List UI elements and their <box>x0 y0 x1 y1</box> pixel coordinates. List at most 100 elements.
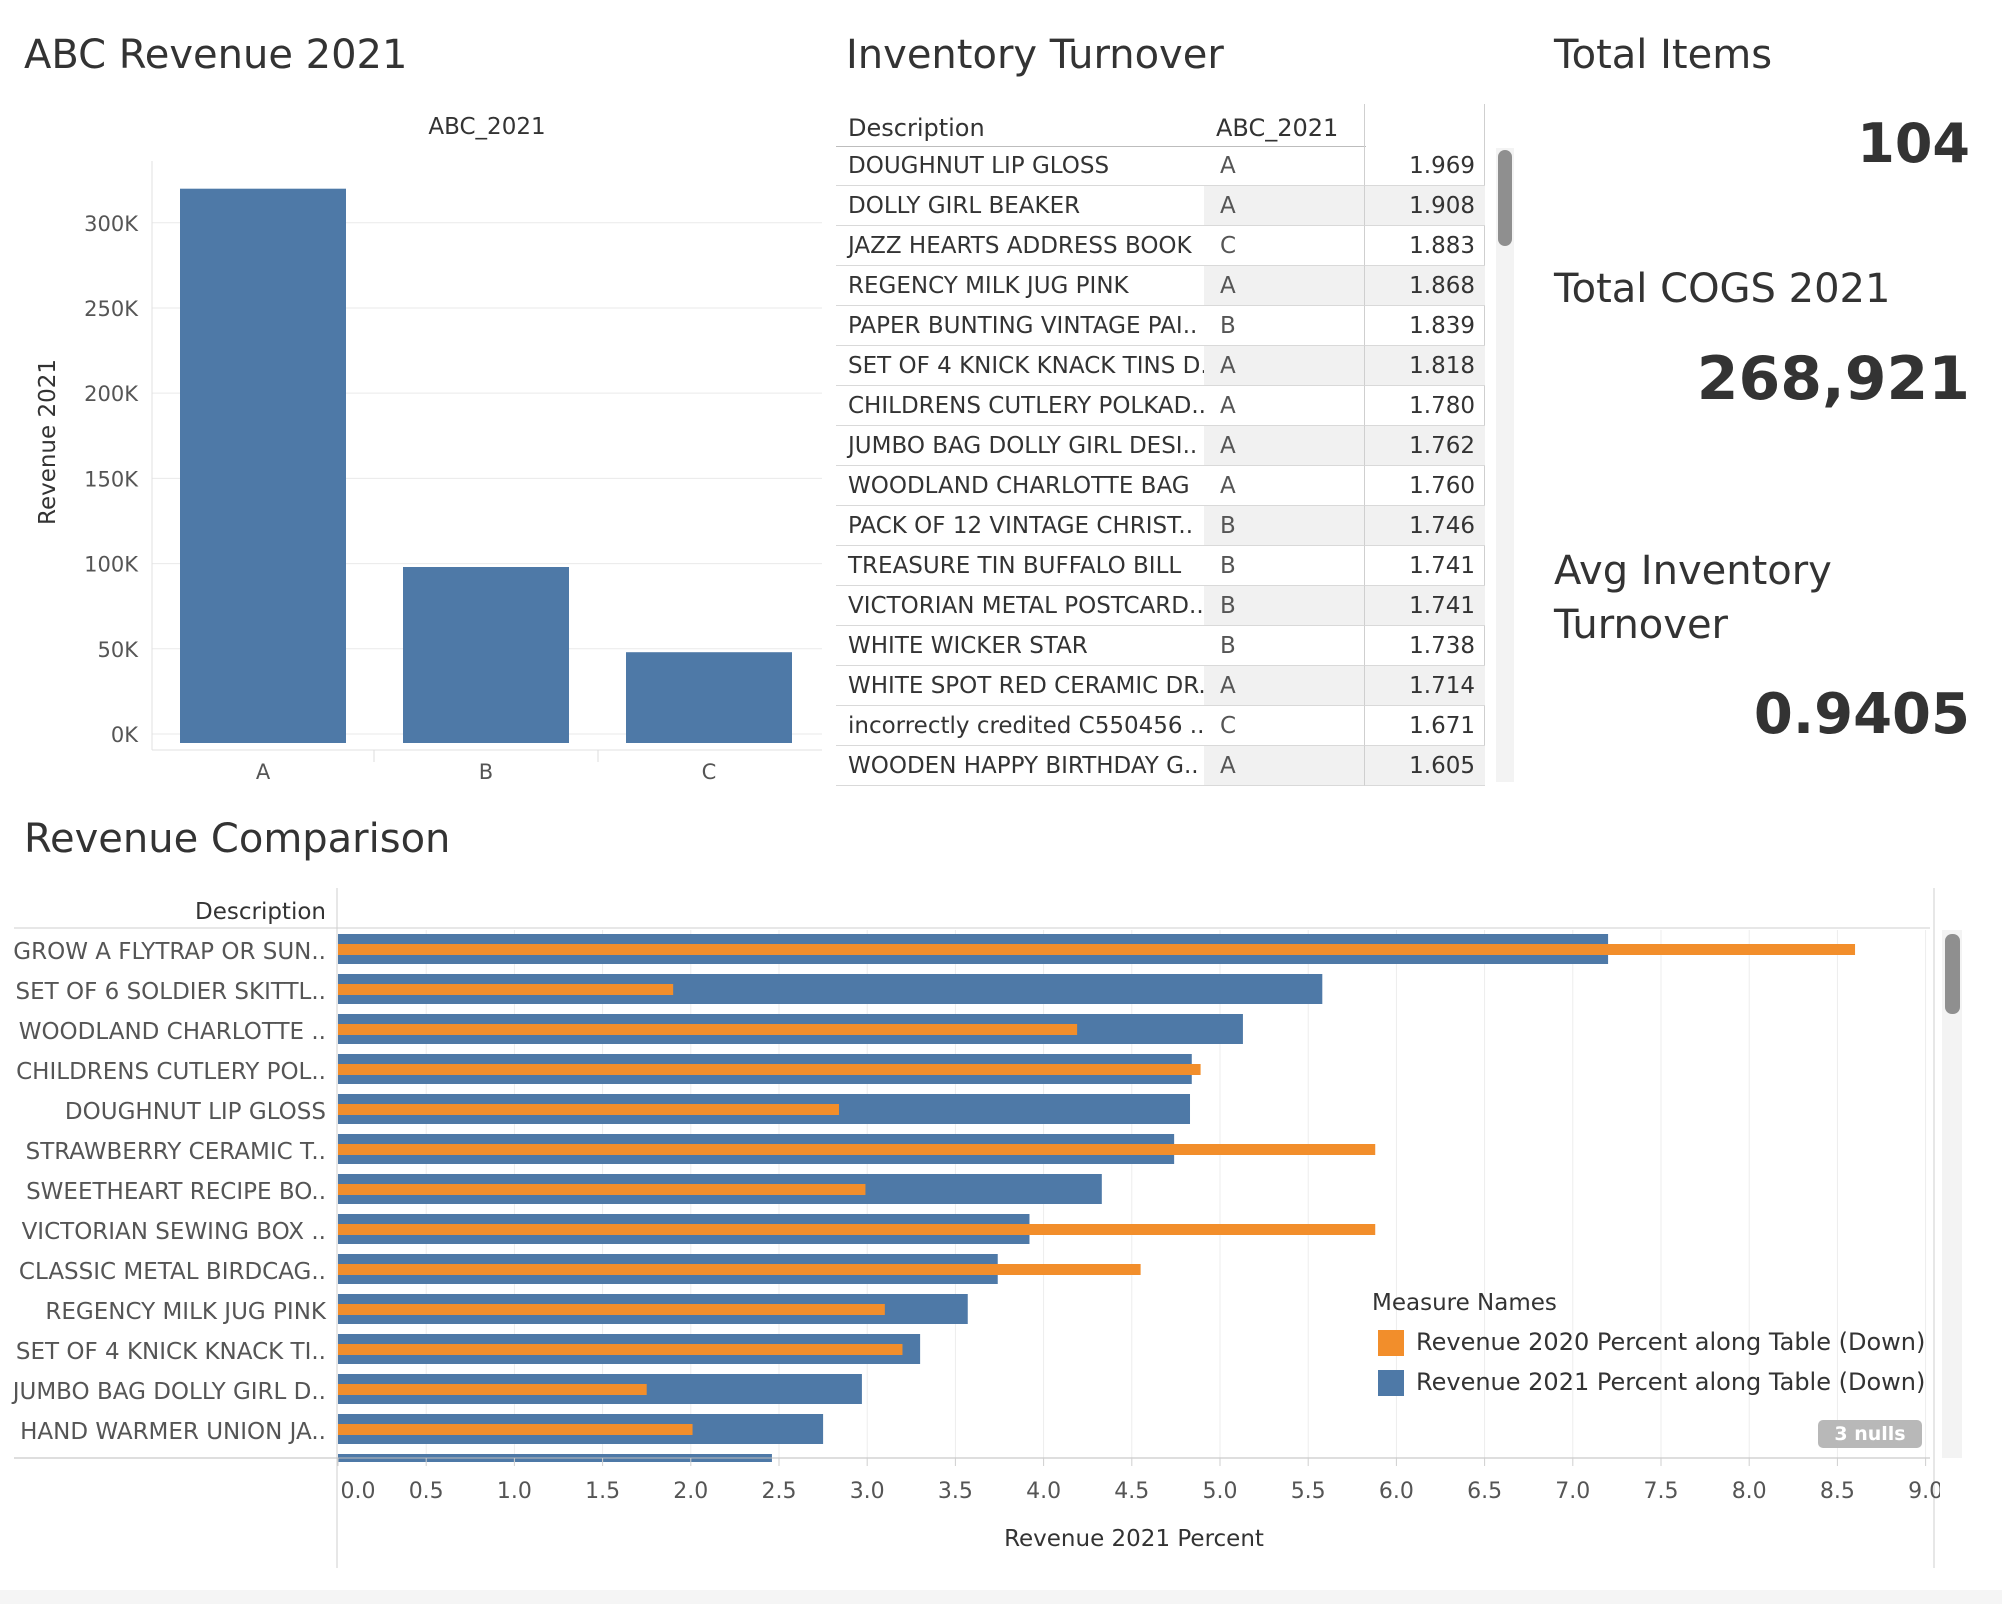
turnover-text: 1.741 <box>1409 593 1475 619</box>
description-text: JAZZ HEARTS ADDRESS BOOK <box>848 233 1192 259</box>
x-tick-label: 9.0 <box>1908 1479 1940 1504</box>
abc-text: A <box>1220 753 1236 779</box>
table-row[interactable]: DOUGHNUT LIP GLOSS A 1.969 <box>836 146 1485 186</box>
table-row[interactable]: JAZZ HEARTS ADDRESS BOOK C 1.883 <box>836 226 1485 266</box>
legend-item-2021[interactable]: Revenue 2021 Percent along Table (Down) <box>1416 1368 1926 1396</box>
inventory-scrollbar-track[interactable] <box>1496 148 1514 782</box>
cell-turnover: 1.839 <box>1364 306 1485 346</box>
table-row[interactable]: WHITE SPOT RED CERAMIC DR.. A 1.714 <box>836 666 1485 706</box>
chart-column-header: ABC_2021 <box>428 114 545 140</box>
table-row[interactable]: CHILDRENS CUTLERY POLKAD.. A 1.780 <box>836 386 1485 426</box>
revenue-comparison-chart: Description GROW A FLYTRAP OR SUN.. SET OF… <box>11 888 1940 1568</box>
y-tick-label: 100K <box>84 553 139 577</box>
cell-turnover: 1.738 <box>1364 626 1485 666</box>
row-label: REGENCY MILK JUG PINK <box>45 1299 327 1325</box>
table-row[interactable]: VICTORIAN METAL POSTCARD.. B 1.741 <box>836 586 1485 626</box>
avg-turnover-title-line2: Turnover <box>1554 602 1729 648</box>
cell-description: WOODEN HAPPY BIRTHDAY G.. <box>836 746 1204 786</box>
description-text: JUMBO BAG DOLLY GIRL DESI.. <box>848 433 1198 459</box>
turnover-text: 1.741 <box>1409 553 1475 579</box>
x-tick-label: 6.5 <box>1467 1479 1502 1504</box>
table-row[interactable]: WOODLAND CHARLOTTE BAG A 1.760 <box>836 466 1485 506</box>
row-label: DOUGHNUT LIP GLOSS <box>65 1099 326 1125</box>
table-row[interactable]: DOLLY GIRL BEAKER A 1.908 <box>836 186 1485 226</box>
table-row[interactable]: SET OF 4 KNICK KNACK TINS D.. A 1.818 <box>836 346 1485 386</box>
legend-item-2020[interactable]: Revenue 2020 Percent along Table (Down) <box>1416 1328 1926 1356</box>
row-header: Description <box>195 899 326 925</box>
cell-turnover: 1.762 <box>1364 426 1485 466</box>
cell-description: WOODLAND CHARLOTTE BAG <box>836 466 1204 506</box>
table-row[interactable]: PAPER BUNTING VINTAGE PAI.. B 1.839 <box>836 306 1485 346</box>
abc-text: B <box>1220 553 1236 579</box>
description-text: incorrectly credited C550456 .. <box>848 713 1205 739</box>
turnover-text: 1.671 <box>1409 713 1475 739</box>
x-tick-label: 1.0 <box>497 1479 532 1504</box>
bar-2020 <box>338 944 1856 955</box>
cell-abc: A <box>1204 186 1364 226</box>
header-divider <box>1364 104 1365 146</box>
revenue-comparison-title: Revenue Comparison <box>24 816 451 862</box>
description-text: TREASURE TIN BUFFALO BILL <box>848 553 1182 579</box>
description-text: WHITE SPOT RED CERAMIC DR.. <box>848 673 1214 699</box>
turnover-text: 1.762 <box>1409 433 1475 459</box>
cell-turnover: 1.714 <box>1364 666 1485 706</box>
abc-text: A <box>1220 393 1236 419</box>
row-label: JUMBO BAG DOLLY GIRL D.. <box>11 1379 326 1405</box>
cell-description: CHILDRENS CUTLERY POLKAD.. <box>836 386 1206 426</box>
cell-abc: C <box>1204 226 1364 266</box>
x-tick-label: A <box>256 760 271 784</box>
abc-text: B <box>1220 313 1236 339</box>
inventory-turnover-title: Inventory Turnover <box>846 32 1224 78</box>
x-tick-label: 4.0 <box>1026 1479 1061 1504</box>
header-abc-2021[interactable]: ABC_2021 <box>1216 114 1339 142</box>
header-description[interactable]: Description <box>848 114 985 142</box>
inventory-scrollbar-thumb[interactable] <box>1498 150 1512 246</box>
table-row[interactable]: JUMBO BAG DOLLY GIRL DESI.. A 1.762 <box>836 426 1485 466</box>
table-row[interactable]: TREASURE TIN BUFFALO BILL B 1.741 <box>836 546 1485 586</box>
cell-abc: A <box>1204 346 1364 386</box>
cell-abc: A <box>1204 426 1364 466</box>
cell-abc: A <box>1204 746 1364 786</box>
x-tick-label: 0.5 <box>409 1479 444 1504</box>
y-tick-label: 0K <box>111 723 139 747</box>
legend-title: Measure Names <box>1372 1290 1557 1316</box>
cell-description: PACK OF 12 VINTAGE CHRIST.. <box>836 506 1204 546</box>
table-row[interactable]: incorrectly credited C550456 .. C 1.671 <box>836 706 1485 746</box>
abc-text: B <box>1220 513 1236 539</box>
table-row[interactable]: WOODEN HAPPY BIRTHDAY G.. A 1.605 <box>836 746 1485 786</box>
legend-swatch-2020[interactable] <box>1378 1330 1404 1356</box>
row-label: SET OF 4 KNICK KNACK TI.. <box>16 1339 326 1365</box>
cell-turnover: 1.671 <box>1364 706 1485 746</box>
description-text: WHITE WICKER STAR <box>848 633 1088 659</box>
turnover-text: 1.746 <box>1409 513 1475 539</box>
x-tick-label: 8.5 <box>1820 1479 1855 1504</box>
cell-description: DOUGHNUT LIP GLOSS <box>836 146 1204 186</box>
turnover-text: 1.780 <box>1409 393 1475 419</box>
table-row[interactable]: WHITE WICKER STAR B 1.738 <box>836 626 1485 666</box>
comparison-scrollbar-track[interactable] <box>1942 930 1962 1458</box>
cell-abc: A <box>1204 466 1364 506</box>
description-text: DOUGHNUT LIP GLOSS <box>848 153 1110 179</box>
turnover-text: 1.738 <box>1409 633 1475 659</box>
comparison-scrollbar-thumb[interactable] <box>1945 934 1960 1014</box>
inventory-table: Description ABC_2021 DOUGHNUT LIP GLOSS A… <box>836 104 1486 786</box>
turnover-text: 1.908 <box>1409 193 1475 219</box>
cell-abc: A <box>1204 146 1364 186</box>
cell-description: TREASURE TIN BUFFALO BILL <box>836 546 1204 586</box>
legend-swatch-2021[interactable] <box>1378 1370 1404 1396</box>
inventory-table-body: DOUGHNUT LIP GLOSS A 1.969 DOLLY GIRL BEAKE… <box>836 146 1485 786</box>
cell-turnover: 1.969 <box>1364 146 1485 186</box>
turnover-text: 1.714 <box>1409 673 1475 699</box>
y-axis-title: Revenue 2021 <box>35 359 61 525</box>
bar-2020 <box>338 1424 693 1435</box>
cell-description: DOLLY GIRL BEAKER <box>836 186 1204 226</box>
cell-abc: A <box>1204 266 1364 306</box>
nulls-badge[interactable]: 3 nulls <box>1818 1420 1922 1448</box>
table-row[interactable]: PACK OF 12 VINTAGE CHRIST.. B 1.746 <box>836 506 1485 546</box>
table-row[interactable]: REGENCY MILK JUG PINK A 1.868 <box>836 266 1485 306</box>
cell-description: incorrectly credited C550456 .. <box>836 706 1204 746</box>
cell-abc: A <box>1204 666 1364 706</box>
cell-description: SET OF 4 KNICK KNACK TINS D.. <box>836 346 1215 386</box>
bar-2020 <box>338 1144 1376 1155</box>
turnover-text: 1.605 <box>1409 753 1475 779</box>
